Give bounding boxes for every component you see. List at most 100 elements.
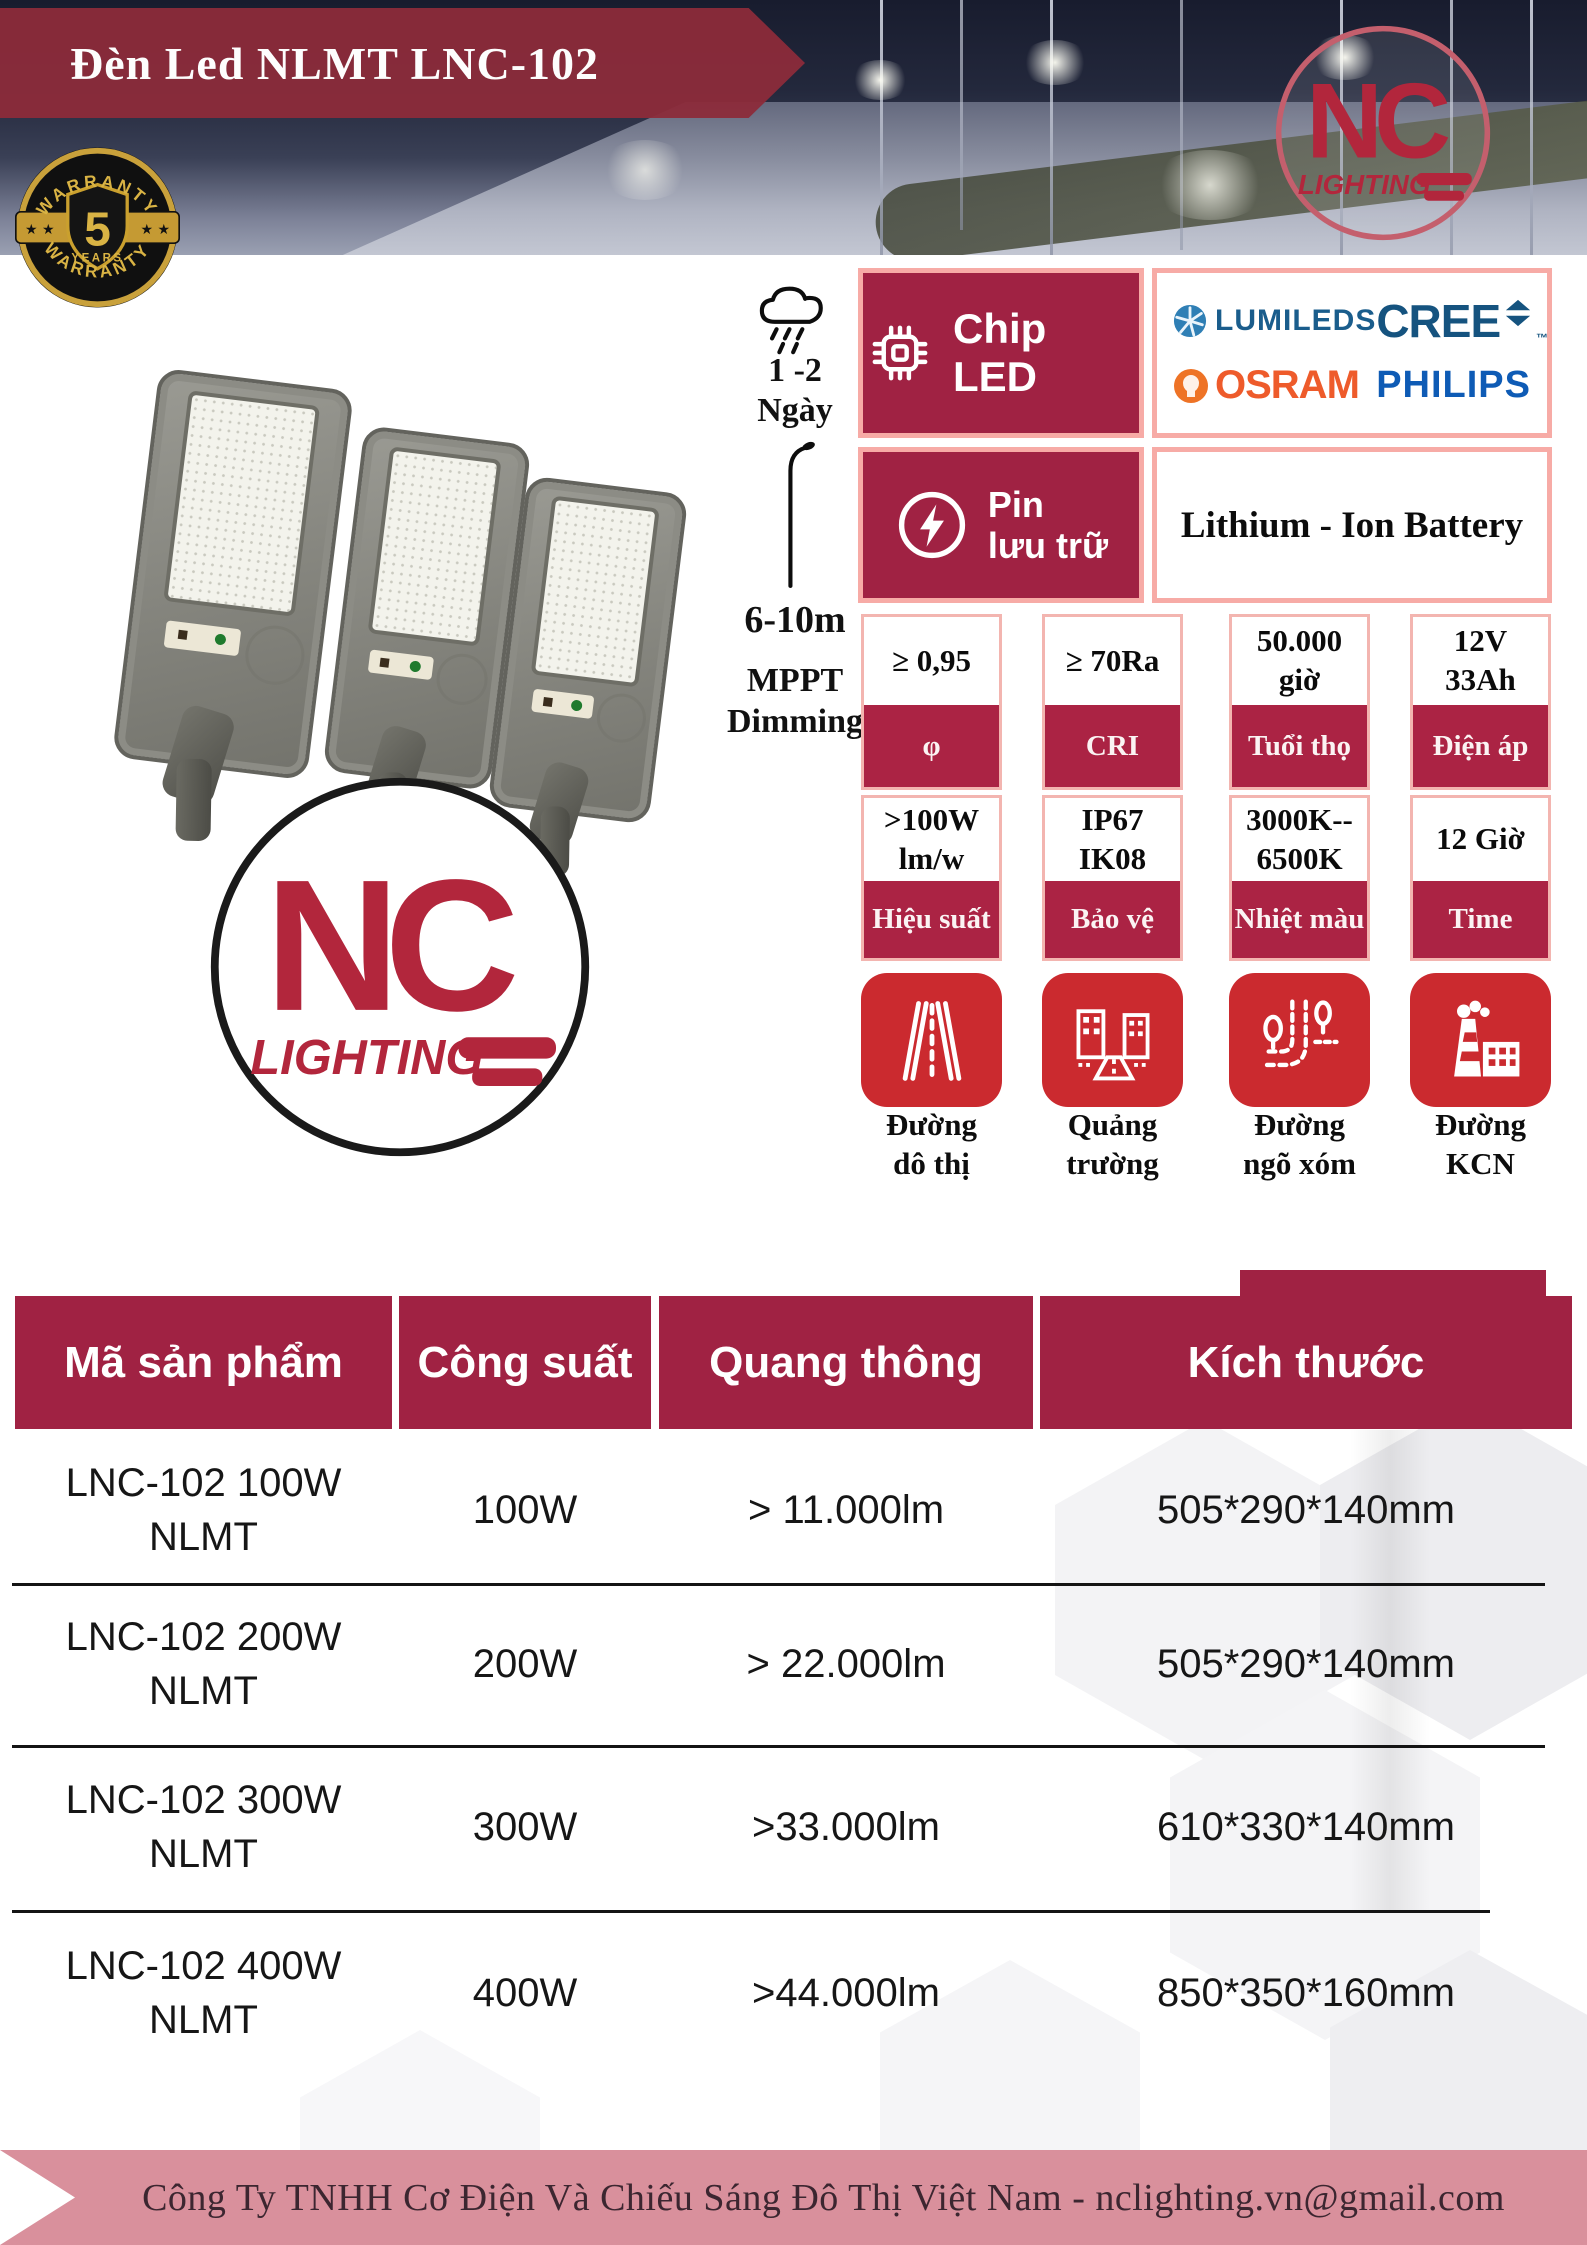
osram-logo: OSRAM xyxy=(1173,363,1360,408)
headlight-glow xyxy=(1150,150,1270,220)
lightning-icon xyxy=(894,487,970,563)
control-panel xyxy=(530,689,595,720)
bulb-base-bar xyxy=(472,1068,543,1086)
light-pole xyxy=(1180,0,1183,250)
table-cell-lumen: >44.000lm xyxy=(752,1971,940,2015)
application-label: Quảng trường xyxy=(1066,1107,1159,1181)
alley-road-icon xyxy=(1229,973,1370,1107)
warranty-years-number: 5 xyxy=(84,204,111,257)
light-pole xyxy=(1050,0,1053,255)
chip-icon xyxy=(863,316,937,390)
bulb-base-bar xyxy=(1424,190,1465,201)
led-panel xyxy=(530,495,660,688)
nc-logo-letters: NC xyxy=(265,841,516,1050)
battery-label: Pin lưu trữ xyxy=(987,483,1109,566)
spec-card-time: 12 Giờ Time xyxy=(1410,795,1551,961)
charge-days-unit: Ngày xyxy=(757,392,833,429)
lumileds-icon xyxy=(1173,304,1207,338)
mppt-label: MPPT xyxy=(746,662,844,699)
watermark-shade xyxy=(1350,1430,1430,1910)
table-cell-code: LNC-102 100W NLMT xyxy=(65,1461,342,1559)
control-panel xyxy=(163,620,242,656)
application-label: Đường dô thị xyxy=(886,1107,977,1181)
table-cell-size: 850*350*160mm xyxy=(1157,1971,1455,2015)
table-cell-code: LNC-102 200W NLMT xyxy=(65,1615,342,1713)
row-divider xyxy=(12,1745,1545,1748)
spec-card-efficiency: >100W lm/w Hiệu suất xyxy=(861,795,1002,961)
table-cell-lumen: > 11.000lm xyxy=(747,1488,945,1532)
osram-icon xyxy=(1174,368,1208,403)
spec-card-protection: IP67 IK08 Bảo vệ xyxy=(1042,795,1183,961)
control-panel xyxy=(367,648,434,681)
footer-banner: Công Ty TNHH Cơ Điện Và Chiếu Sáng Đô Th… xyxy=(0,2150,1587,2245)
philips-logo: PHILIPS xyxy=(1376,364,1531,406)
row-divider xyxy=(12,1910,1490,1913)
spec-card-color-temp: 3000K-- 6500K Nhiệt màu xyxy=(1229,795,1370,961)
vent-circle xyxy=(433,650,491,708)
pole-height-value: 6-10m xyxy=(744,599,846,641)
row-divider xyxy=(12,1583,1545,1586)
table-header-code: Mã sản phẩm xyxy=(15,1296,392,1429)
table-header-power: Công suất xyxy=(399,1296,651,1429)
nc-logo-word: LIGHTING xyxy=(1298,169,1431,200)
application-label: Đường ngõ xóm xyxy=(1243,1107,1356,1181)
table-header-lumen: Quang thông xyxy=(659,1296,1033,1429)
nc-lighting-logo-large: NC LIGHTING xyxy=(205,772,595,1162)
table-header-size: Kích thước xyxy=(1040,1296,1572,1429)
battery-box: Pin lưu trữ xyxy=(858,447,1144,603)
warranty-stars-right: ★ ★ xyxy=(140,222,170,238)
nc-logo-letters: NC xyxy=(1306,61,1449,180)
table-cell-lumen: > 22.000lm xyxy=(746,1642,946,1686)
cree-logo: CREE ™ xyxy=(1376,295,1548,347)
battery-type-value: Lithium - Ion Battery xyxy=(1180,504,1524,546)
vent-circle xyxy=(242,622,308,688)
warranty-years-label: YEARS xyxy=(71,252,123,264)
streetlight-large xyxy=(111,367,355,842)
vent-circle xyxy=(594,690,650,746)
led-panel xyxy=(163,390,320,617)
square-plaza-icon xyxy=(1042,973,1183,1107)
light-pole xyxy=(960,0,963,230)
light-pole xyxy=(1530,0,1533,255)
lamp-body xyxy=(111,367,355,781)
table-cell-power: 300W xyxy=(472,1805,578,1849)
table-deco-strip xyxy=(1240,1270,1546,1298)
streetlamp-glow xyxy=(850,60,910,100)
application-label: Đường KCN xyxy=(1435,1107,1526,1181)
spec-card-lifespan: 50.000 giờ Tuổi thọ xyxy=(1229,614,1370,790)
bulb-base-bar xyxy=(458,1037,556,1059)
streetlamp-glow xyxy=(1310,35,1380,80)
spec-card-voltage: 12V 33Ah Điện áp xyxy=(1410,614,1551,790)
spec-card-cri: ≥ 70Ra CRI xyxy=(1042,614,1183,790)
dimming-label: Dimming xyxy=(727,703,863,740)
table-cell-lumen: >33.000lm xyxy=(752,1805,940,1849)
urban-road-icon xyxy=(861,973,1002,1107)
table-cell-power: 400W xyxy=(472,1971,578,2015)
title-banner: Đèn Led NLMT LNC-102 xyxy=(0,8,805,118)
company-contact: Công Ty TNHH Cơ Điện Và Chiếu Sáng Đô Th… xyxy=(142,2176,1505,2219)
battery-type-box: Lithium - Ion Battery xyxy=(1152,447,1552,603)
pole-height-icon xyxy=(715,430,875,590)
headlight-glow xyxy=(600,140,690,200)
table-cell-code: LNC-102 400W NLMT xyxy=(65,1944,342,2042)
spec-card-power-factor: ≥ 0,95 φ xyxy=(861,614,1002,790)
product-images xyxy=(85,367,735,877)
industrial-road-icon xyxy=(1410,973,1551,1107)
warranty-stars-left: ★ ★ xyxy=(25,222,55,238)
chip-led-label: Chip LED xyxy=(953,305,1047,400)
led-brands-box: LUMILEDS CREE ™ OSRAM PHILIPS xyxy=(1152,268,1552,438)
chip-led-box: Chip LED xyxy=(858,268,1144,438)
warranty-shield xyxy=(66,182,129,271)
streetlamp-glow xyxy=(1020,40,1090,85)
table-cell-size: 505*290*140mm xyxy=(1157,1642,1455,1686)
rain-cloud-icon xyxy=(715,283,875,357)
table-cell-power: 100W xyxy=(472,1488,578,1532)
table-cell-size: 505*290*140mm xyxy=(1157,1488,1455,1532)
table-cell-size: 610*330*140mm xyxy=(1157,1805,1455,1849)
table-cell-code: LNC-102 300W NLMT xyxy=(65,1778,342,1876)
night-highway-photo: Đèn Led NLMT LNC-102 xyxy=(0,0,1587,255)
page-title: Đèn Led NLMT LNC-102 xyxy=(70,37,600,89)
led-panel xyxy=(367,445,502,647)
cree-arrows-icon xyxy=(1506,299,1531,327)
